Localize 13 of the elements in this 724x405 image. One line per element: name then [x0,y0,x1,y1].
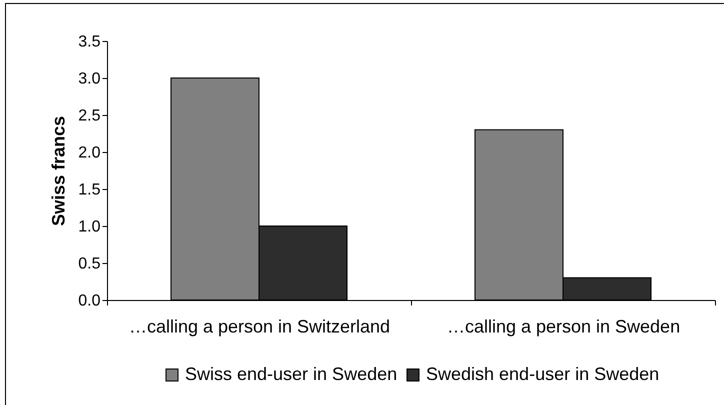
x-tick-label: …calling a person in Switzerland [128,316,390,336]
y-tick-label: 0.5 [78,256,101,272]
y-tick-label: 2.0 [78,144,101,162]
y-tick-label: 3.5 [78,34,101,50]
y-axis-title: Swiss francs [48,116,68,226]
legend-label: Swiss end-user in Sweden [185,364,398,384]
y-tick-label: 1.5 [78,182,101,198]
y-tick-label: 0.0 [78,292,101,310]
y-tick-label: 3.0 [78,70,101,88]
y-tick-label: 2.5 [78,108,101,124]
legend-label: Swedish end-user in Sweden [426,364,660,384]
y-tick-label: 1.0 [78,218,101,236]
x-tick-label: …calling a person in Sweden [446,316,680,336]
